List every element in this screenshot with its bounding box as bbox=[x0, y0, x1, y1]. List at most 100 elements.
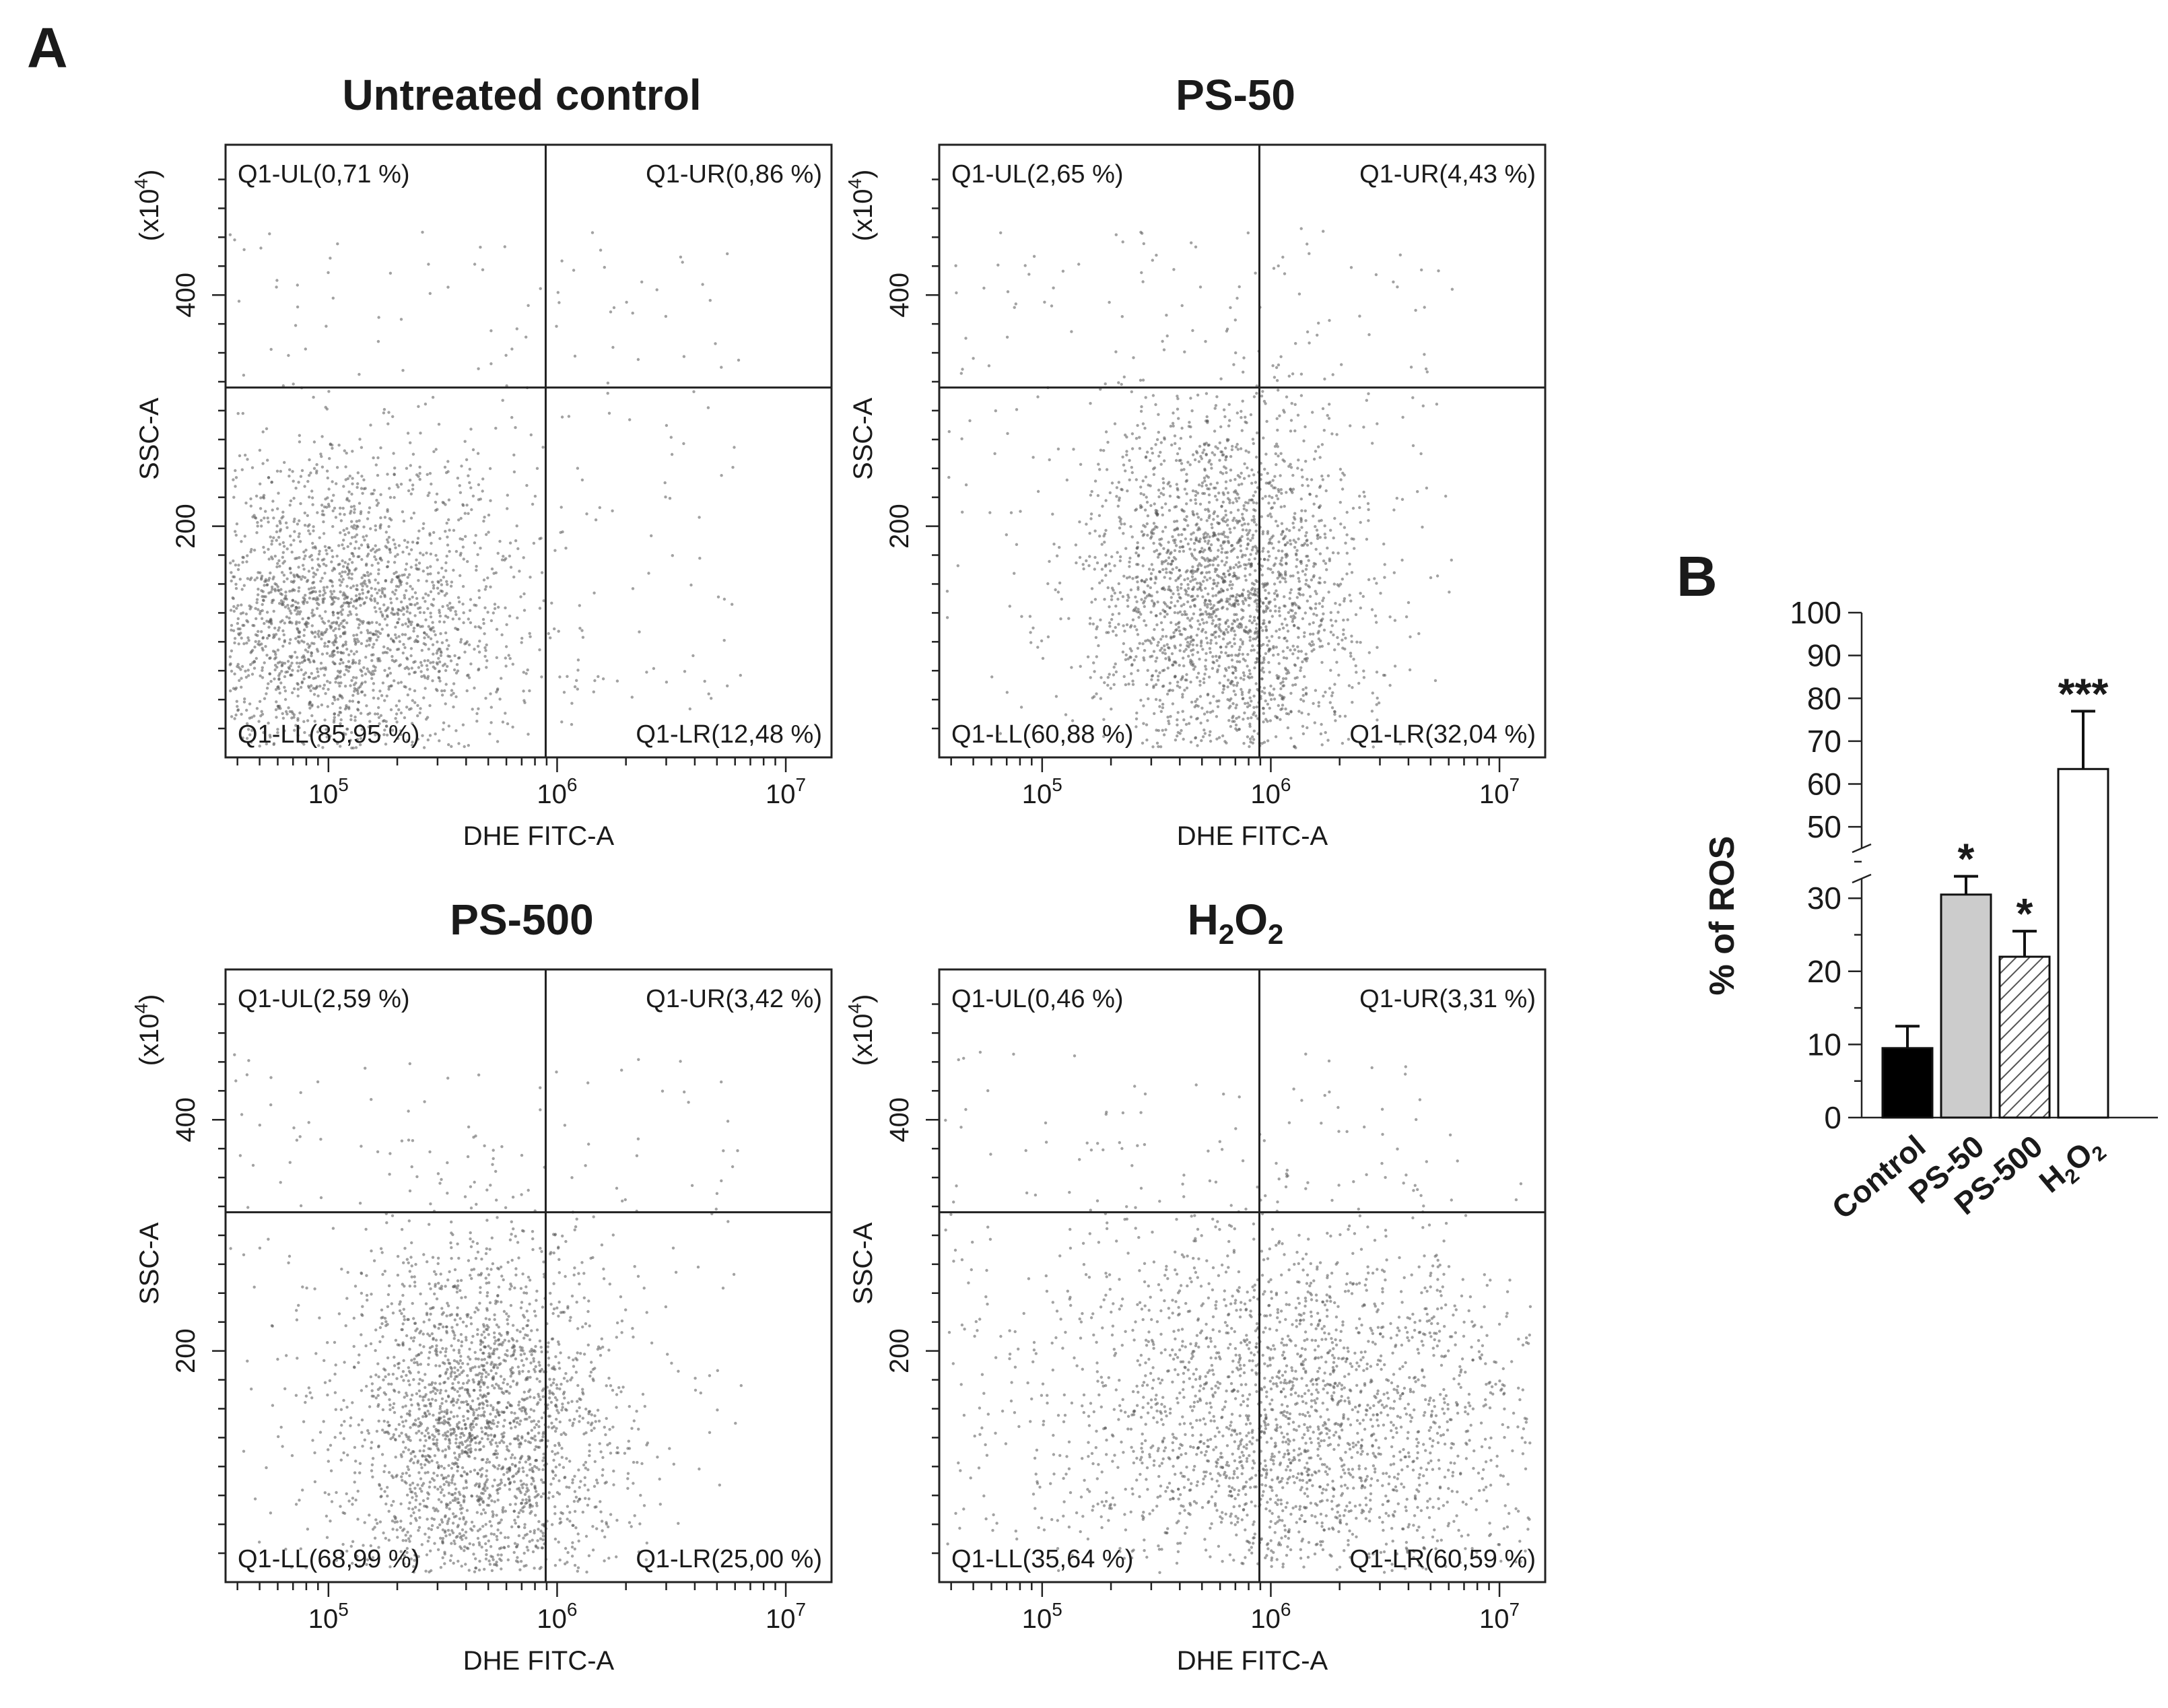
event-dot bbox=[1136, 423, 1139, 428]
event-dot bbox=[413, 671, 416, 675]
event-dot bbox=[465, 504, 469, 507]
event-dot bbox=[249, 504, 252, 508]
event-dot bbox=[1346, 618, 1349, 621]
event-dot bbox=[1239, 638, 1242, 642]
event-dot bbox=[1207, 516, 1211, 520]
event-dot bbox=[1266, 702, 1270, 706]
event-dot bbox=[1244, 574, 1247, 578]
event-dot bbox=[1312, 565, 1316, 568]
event-dot bbox=[1235, 681, 1240, 685]
event-dot bbox=[351, 746, 355, 750]
event-dot bbox=[386, 508, 389, 512]
event-dot bbox=[1239, 544, 1242, 547]
event-dot bbox=[342, 485, 345, 488]
event-dot bbox=[314, 547, 317, 550]
event-dot bbox=[1180, 728, 1183, 732]
event-dot bbox=[302, 602, 306, 605]
event-dot bbox=[1114, 233, 1118, 236]
event-dot bbox=[580, 629, 584, 632]
event-dot bbox=[323, 591, 327, 594]
event-dot bbox=[285, 547, 289, 551]
event-dot bbox=[1289, 588, 1293, 592]
event-dot bbox=[1279, 474, 1282, 477]
event-dot bbox=[1238, 652, 1241, 656]
event-dot bbox=[322, 687, 325, 690]
event-dot bbox=[426, 493, 430, 498]
event-dot bbox=[423, 659, 426, 662]
event-dot bbox=[1264, 652, 1268, 655]
event-dot bbox=[1320, 722, 1323, 726]
event-dot bbox=[244, 675, 248, 679]
event-dot bbox=[1235, 618, 1240, 621]
event-dot bbox=[1171, 559, 1175, 563]
event-dot bbox=[553, 1564, 557, 1567]
event-dot bbox=[506, 1401, 510, 1404]
event-dot bbox=[346, 562, 350, 566]
event-dot bbox=[327, 271, 330, 275]
event-dot bbox=[364, 656, 368, 659]
event-dot bbox=[1244, 553, 1247, 557]
event-dot bbox=[1185, 473, 1188, 476]
event-dot bbox=[1249, 553, 1252, 556]
event-dot bbox=[461, 584, 465, 588]
event-dot bbox=[1316, 631, 1320, 635]
event-dot bbox=[249, 741, 253, 744]
event-dot bbox=[1170, 571, 1174, 575]
event-dot bbox=[259, 571, 262, 574]
event-dot bbox=[964, 337, 968, 340]
event-dot bbox=[406, 576, 409, 579]
event-dot bbox=[1294, 342, 1297, 345]
event-dot bbox=[1122, 375, 1126, 379]
event-dot bbox=[1304, 519, 1308, 522]
event-dot bbox=[540, 675, 543, 679]
event-dot bbox=[1383, 576, 1386, 579]
event-dot bbox=[1233, 629, 1236, 633]
event-dot bbox=[245, 642, 248, 645]
event-dot bbox=[426, 738, 430, 742]
event-dot bbox=[261, 599, 265, 602]
tick-base: 10 bbox=[308, 780, 339, 809]
event-dot bbox=[1286, 629, 1290, 633]
event-dot bbox=[1227, 403, 1231, 406]
event-dot bbox=[515, 524, 518, 528]
event-dot bbox=[342, 591, 345, 594]
event-dot bbox=[467, 744, 470, 747]
event-dot bbox=[244, 669, 247, 673]
event-dot bbox=[286, 660, 290, 663]
event-dot bbox=[1362, 669, 1365, 673]
event-dot bbox=[243, 697, 246, 701]
event-dot bbox=[383, 728, 386, 732]
event-dot bbox=[469, 621, 473, 625]
event-dot bbox=[1166, 716, 1170, 719]
event-dot bbox=[429, 565, 432, 568]
event-dot bbox=[372, 642, 376, 646]
event-dot bbox=[1209, 576, 1212, 580]
event-dot bbox=[1142, 242, 1146, 246]
event-dot bbox=[551, 1449, 554, 1454]
event-dot bbox=[391, 578, 394, 582]
event-dot bbox=[288, 642, 292, 645]
event-dot bbox=[416, 704, 419, 708]
event-dot bbox=[427, 625, 430, 628]
event-dot bbox=[1194, 489, 1198, 493]
event-dot bbox=[456, 477, 460, 480]
event-dot bbox=[1029, 641, 1033, 644]
event-dot bbox=[1262, 547, 1265, 550]
event-dot bbox=[277, 589, 281, 592]
event-dot bbox=[1301, 483, 1304, 487]
event-dot bbox=[1154, 697, 1158, 702]
event-dot bbox=[494, 571, 498, 574]
event-dot bbox=[479, 547, 482, 550]
event-dot bbox=[1201, 451, 1205, 454]
event-dot bbox=[652, 667, 656, 671]
event-dot bbox=[417, 405, 420, 408]
event-dot bbox=[314, 630, 317, 634]
event-dot bbox=[1254, 569, 1257, 572]
event-dot bbox=[1064, 713, 1068, 716]
event-dot bbox=[397, 1390, 401, 1394]
event-dot bbox=[401, 651, 405, 655]
event-dot bbox=[539, 537, 543, 540]
event-dot bbox=[1288, 596, 1291, 601]
event-dot bbox=[320, 732, 324, 737]
event-dot bbox=[1278, 574, 1281, 578]
